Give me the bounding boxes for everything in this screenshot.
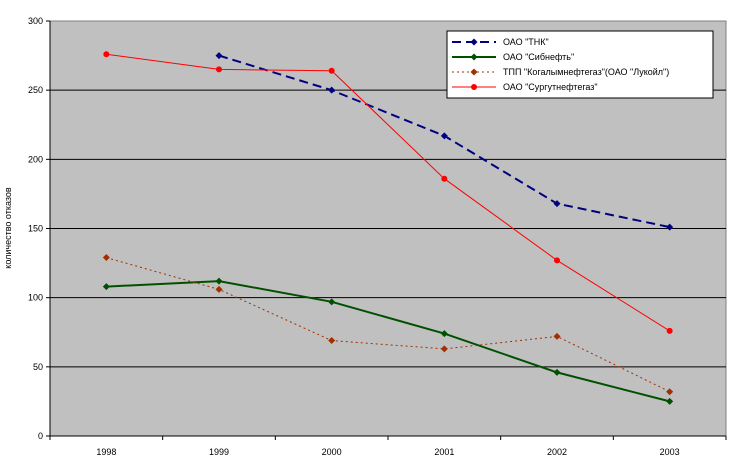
legend-label: ОАО "Сургутнефтегаз" bbox=[503, 82, 598, 92]
data-point bbox=[553, 332, 561, 340]
x-tick-label: 2002 bbox=[547, 447, 567, 457]
x-tick-label: 2000 bbox=[322, 447, 342, 457]
data-point bbox=[666, 388, 674, 396]
data-point bbox=[216, 66, 222, 73]
data-point bbox=[666, 223, 674, 231]
data-point bbox=[328, 337, 336, 345]
series-оао-тнк bbox=[215, 52, 674, 231]
x-tick-label: 1999 bbox=[209, 447, 229, 457]
data-point bbox=[440, 132, 448, 140]
data-point bbox=[102, 254, 110, 262]
series-line bbox=[106, 53, 670, 332]
series-тпп-когалымнефтегаз-оао-лукойл bbox=[102, 254, 674, 396]
data-point bbox=[554, 257, 560, 264]
y-axis-title: количество отказов bbox=[3, 187, 13, 269]
data-point bbox=[102, 283, 110, 291]
data-point bbox=[328, 86, 336, 94]
y-tick-label: 200 bbox=[28, 154, 43, 164]
data-point bbox=[440, 330, 448, 338]
data-point bbox=[470, 53, 478, 61]
legend-label: ОАО "Сибнефть" bbox=[503, 52, 574, 62]
series-оао-сургутнефтегаз bbox=[103, 51, 673, 334]
legend-entries: ОАО "ТНК" ОАО "Сибнефть" ТПП "Когалымнефте… bbox=[452, 37, 669, 92]
legend-label: ОАО "ТНК" bbox=[503, 37, 549, 47]
legend: ОАО "ТНК" ОАО "Сибнефть" ТПП "Когалымнефте… bbox=[446, 30, 714, 99]
data-point bbox=[328, 67, 335, 74]
data-point bbox=[666, 327, 673, 334]
y-tick-label: 0 bbox=[38, 431, 43, 441]
x-tick-label: 2003 bbox=[660, 447, 680, 457]
y-tick-label: 100 bbox=[28, 293, 43, 303]
data-point bbox=[553, 368, 561, 376]
y-tick-label: 250 bbox=[28, 85, 43, 95]
y-tick-label: 50 bbox=[33, 362, 43, 372]
series-group bbox=[102, 51, 674, 405]
data-point bbox=[215, 277, 223, 285]
x-tick-label: 1998 bbox=[96, 447, 116, 457]
data-point bbox=[441, 175, 448, 182]
x-tick-label: 2001 bbox=[434, 447, 454, 457]
y-tick-label: 300 bbox=[28, 16, 43, 26]
series-оао-сибнефть bbox=[102, 277, 674, 405]
legend-label: ТПП "Когалымнефтегаз"(ОАО "Лукойл") bbox=[503, 67, 669, 77]
data-point bbox=[215, 52, 223, 60]
data-point bbox=[328, 298, 336, 306]
data-point bbox=[470, 68, 478, 76]
data-point bbox=[470, 38, 478, 46]
data-point bbox=[440, 345, 448, 353]
axes: 0 50 100 150 200 250 300 1998 1999 2000 2001 2002 20… bbox=[28, 16, 727, 457]
data-point bbox=[471, 84, 477, 90]
series-line bbox=[106, 280, 670, 403]
data-point bbox=[103, 51, 110, 58]
data-point bbox=[553, 200, 561, 208]
y-tick-label: 150 bbox=[28, 224, 43, 234]
data-point bbox=[666, 397, 674, 405]
data-point bbox=[215, 285, 223, 293]
